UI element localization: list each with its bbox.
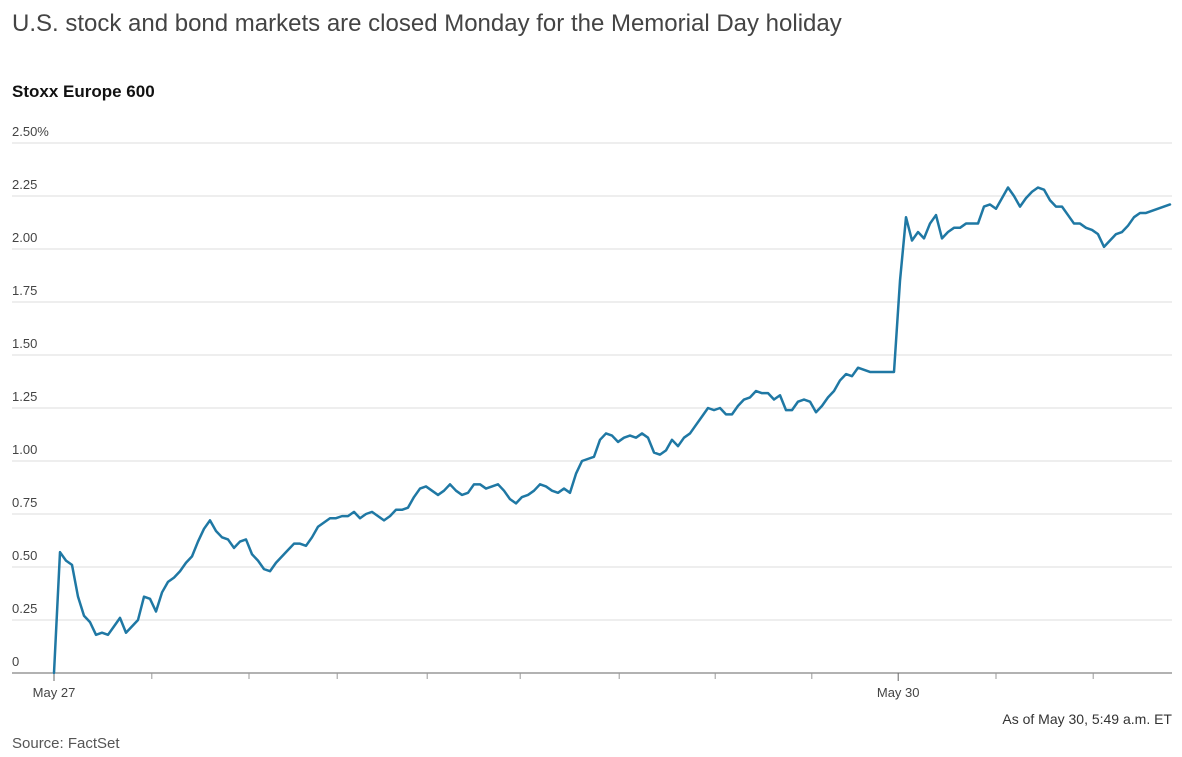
chart-title: U.S. stock and bond markets are closed M… bbox=[12, 10, 842, 37]
y-tick-label: 1.00 bbox=[12, 442, 37, 457]
line bbox=[52, 186, 1172, 675]
y-tick-label: 0.25 bbox=[12, 601, 37, 616]
y-tick-label: 1.75 bbox=[12, 283, 37, 298]
y-tick-label: 2.50% bbox=[12, 124, 49, 139]
y-tick-label: 0 bbox=[12, 654, 19, 669]
source: Source: FactSet bbox=[12, 735, 120, 752]
y-tick-label: 0.50 bbox=[12, 548, 37, 563]
x-tick-label: May 27 bbox=[33, 685, 76, 700]
note: As of May 30, 5:49 a.m. ET bbox=[1002, 711, 1172, 727]
y-tick-label: 2.00 bbox=[12, 230, 37, 245]
x-tick-label: May 30 bbox=[877, 685, 920, 700]
y-tick-label: 0.75 bbox=[12, 495, 37, 510]
chart-subtitle: Stoxx Europe 600 bbox=[12, 82, 155, 101]
y-tick-label: 1.50 bbox=[12, 336, 37, 351]
y-tick-label: 1.25 bbox=[12, 389, 37, 404]
y-tick-label: 2.25 bbox=[12, 177, 37, 192]
